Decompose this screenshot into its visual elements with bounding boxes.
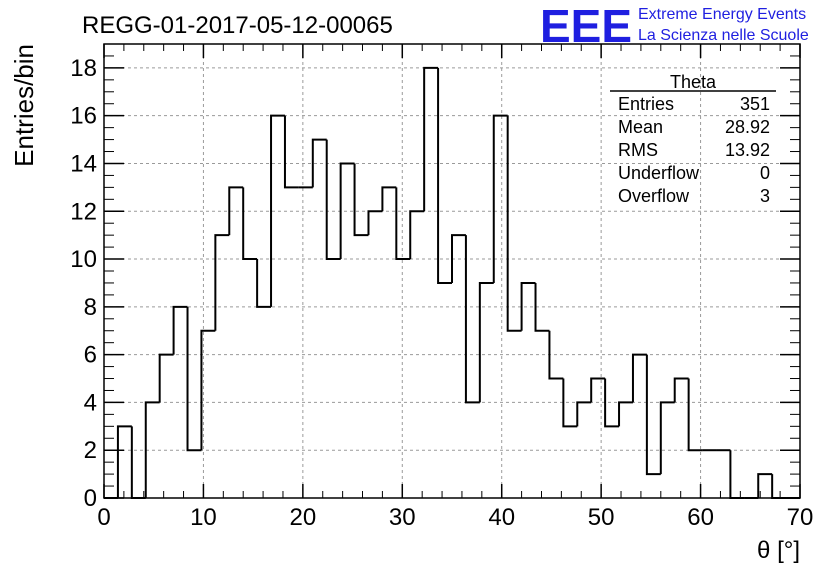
histogram-bar [687,378,703,452]
histogram-bar [631,353,647,403]
histogram-bar [339,162,355,260]
histogram-bar [548,330,564,380]
x-tick-label: 20 [290,504,317,531]
histogram-bar [214,234,230,331]
x-tick-label: 10 [190,504,217,531]
histogram-bar [451,234,466,283]
histogram-bar [604,378,620,428]
histogram-bar [283,115,299,189]
stats-value-rms: 13.92 [725,140,770,160]
x-axis-label: θ [°] [757,537,800,564]
y-tick-label: 10 [70,246,97,273]
histogram-bar [534,282,550,332]
logo-line1: Extreme Energy Events [638,6,806,23]
histogram-bar [729,450,745,499]
y-axis-label: Entries/bin [9,44,39,167]
histogram-bar [673,377,689,403]
histogram-bar [757,473,773,498]
stats-title: Theta [670,72,717,92]
logo-letters: EEE [540,0,632,52]
histogram-bar [562,378,578,428]
y-tick-label: 16 [70,103,97,130]
histogram-bar [228,186,244,236]
histogram-bar [256,259,272,308]
histogram-bar [771,474,787,499]
histogram-bar [242,187,258,261]
histogram-bar [590,377,606,403]
histogram-bar [478,281,494,403]
histogram-bar [423,66,439,212]
stats-value-overflow: 3 [760,186,770,206]
stats-label-mean: Mean [618,117,663,137]
histogram-bar [437,67,452,284]
y-tick-label: 4 [84,389,97,416]
histogram-bar [618,401,633,427]
histogram-bar [200,329,216,451]
y-tick-label: 18 [70,55,97,82]
histogram-bars [104,66,800,499]
histogram-bar [186,306,202,452]
histogram-bar [270,114,285,307]
histogram-bar [158,353,174,403]
histogram-bar [395,187,411,261]
stats-box: Theta Entries 351 Mean 28.92 RMS 13.92 U… [610,72,776,206]
histogram-bar [409,210,425,260]
histogram-bar [325,139,341,261]
chart-title: REGG-01-2017-05-12-00065 [82,12,393,39]
histogram-bar [520,281,536,331]
histogram-bar [353,163,369,237]
x-tick-label: 50 [588,504,615,531]
stats-value-entries: 351 [740,94,770,114]
x-tick-label: 60 [687,504,714,531]
logo-line2: La Scienza nelle Scuole [638,27,809,44]
histogram-bar [172,305,188,355]
histogram-bar [130,426,146,499]
stats-value-mean: 28.92 [725,117,770,137]
histogram-bar [144,401,160,498]
stats-label-underflow: Underflow [618,163,700,183]
y-tick-label: 6 [84,342,97,369]
y-tick-label: 12 [70,198,97,225]
stats-label-rms: RMS [618,140,658,160]
histogram-bar [576,401,592,427]
histogram-bar [367,210,383,236]
y-tick-label: 0 [84,485,97,512]
histogram-bar [492,114,508,283]
x-tick-label: 30 [389,504,416,531]
y-tick-label: 2 [84,437,97,464]
x-tick-label: 70 [787,504,814,531]
histogram-bar [116,425,132,498]
stats-value-underflow: 0 [760,163,770,183]
x-tick-label: 40 [488,504,515,531]
histogram-bar [311,138,327,188]
stats-label-entries: Entries [618,94,674,114]
histogram-bar [464,235,480,404]
histogram-bar [506,115,522,332]
x-tick-label: 0 [97,504,110,531]
histogram-bar [381,186,397,212]
histogram-bar [645,354,661,476]
histogram-bar [659,401,675,475]
y-tick-label: 14 [70,150,97,177]
y-tick-label: 8 [84,294,97,321]
stats-label-overflow: Overflow [618,186,690,206]
